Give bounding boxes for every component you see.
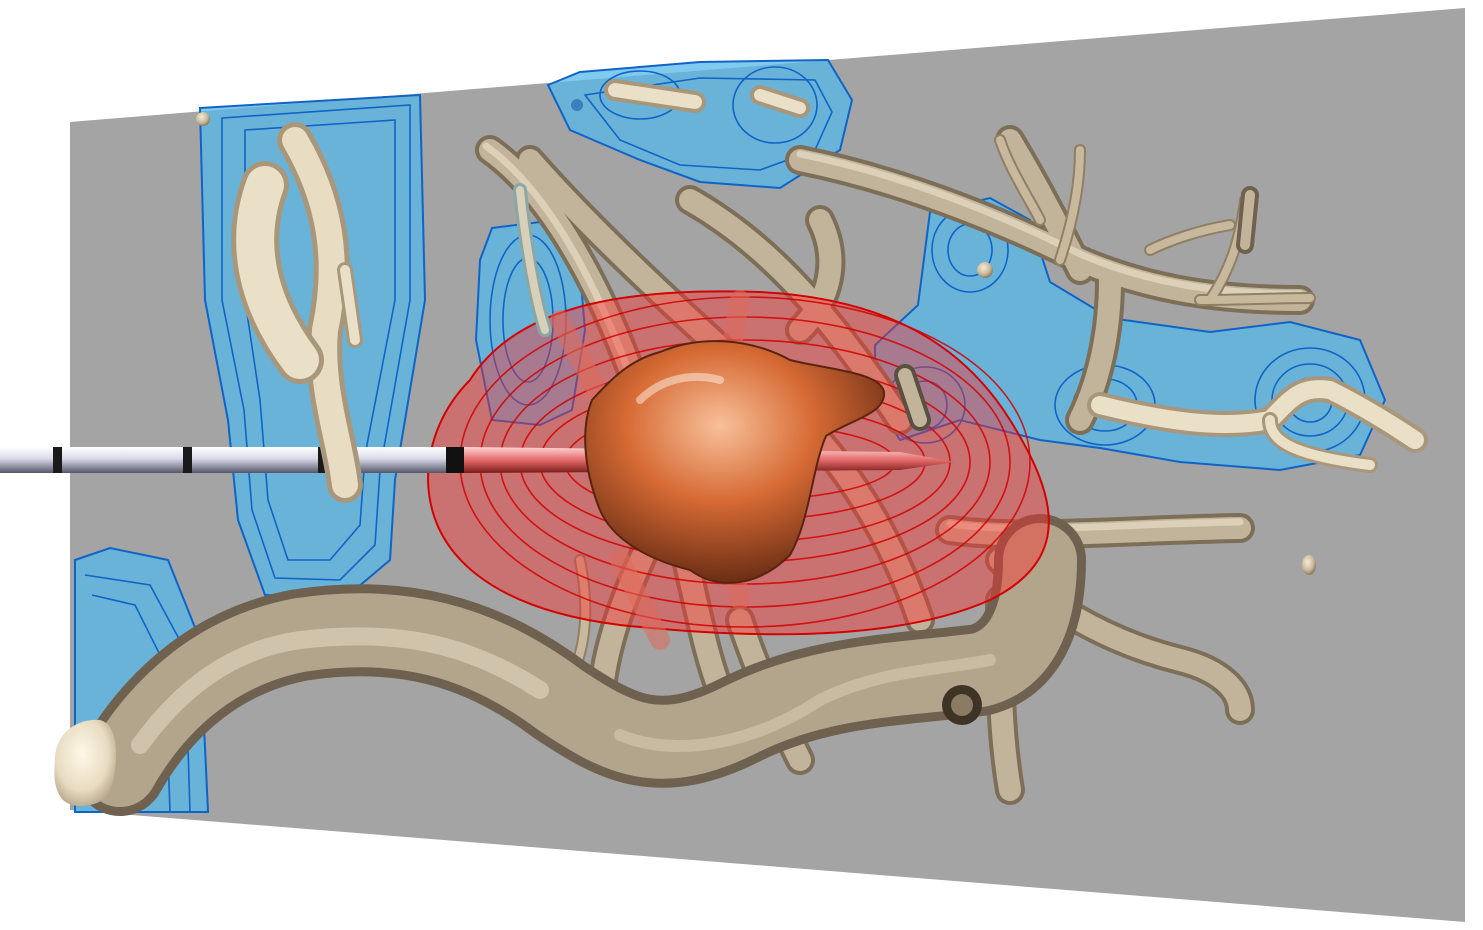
small-vessel-fragment (977, 262, 993, 278)
vessel-tree (475, 125, 1316, 805)
small-vessel-fragment (571, 99, 583, 111)
needle-marker (318, 447, 327, 473)
main-vessel (74, 514, 1086, 816)
small-vessel-fragment (196, 112, 210, 126)
needle-marker (53, 447, 62, 473)
needle-marker (446, 447, 464, 473)
pale-vessels (231, 79, 1428, 503)
small-vessel-fragment (1302, 555, 1316, 575)
needle-marker (183, 447, 192, 473)
vessel-cap (54, 719, 117, 806)
tumor (584, 340, 886, 584)
needle-shaft (0, 447, 455, 473)
